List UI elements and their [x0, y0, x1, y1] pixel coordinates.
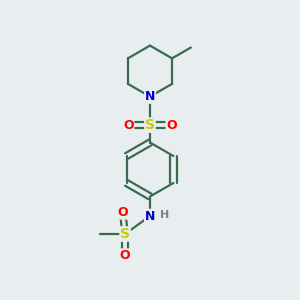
- Text: N: N: [145, 90, 155, 103]
- Text: O: O: [166, 118, 177, 132]
- Text: S: S: [145, 118, 155, 132]
- Text: O: O: [123, 118, 134, 132]
- Text: S: S: [120, 227, 130, 241]
- Text: O: O: [120, 249, 130, 262]
- Text: H: H: [160, 209, 169, 220]
- Text: N: N: [145, 209, 155, 223]
- Text: O: O: [117, 206, 128, 219]
